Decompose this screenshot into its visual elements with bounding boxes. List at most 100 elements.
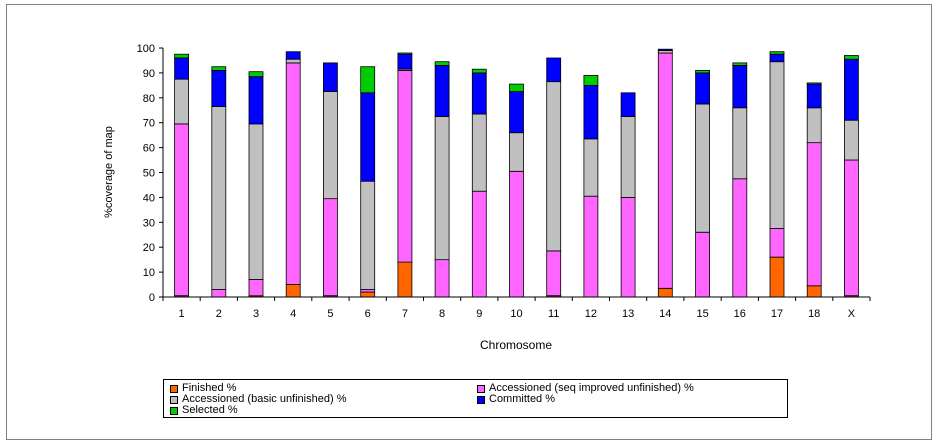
legend-label-selected: Selected % — [182, 404, 238, 416]
bar-segment-11-s1 — [546, 250, 562, 297]
y-tick-label: 30 — [143, 217, 155, 229]
bar-segment-12-s3 — [583, 84, 599, 140]
bar-segment-X-s3 — [844, 58, 859, 121]
bar-segment-17-s3 — [769, 53, 785, 63]
x-tick-label: 5 — [327, 308, 333, 320]
legend-label-finished: Finished % — [182, 382, 237, 394]
bar-segment-X-s4 — [844, 55, 859, 60]
x-tick-label: 16 — [734, 308, 746, 320]
bar-segment-12-s2 — [583, 138, 599, 197]
bar-segment-8-s1 — [434, 259, 450, 298]
y-tick-label: 0 — [149, 292, 155, 304]
bar-segment-18-s0 — [806, 285, 822, 298]
x-tick-label: 15 — [696, 308, 708, 320]
legend-item-committed: Committed % — [477, 394, 555, 405]
bar-segment-16-s4 — [732, 62, 748, 66]
bar-segment-10-s1 — [509, 170, 524, 298]
bar-segment-12-s4 — [583, 75, 599, 86]
bar-segment-10-s3 — [509, 91, 524, 134]
x-tick-label: 17 — [771, 308, 783, 320]
bar-segment-15-s1 — [695, 231, 710, 298]
x-tick-label: 2 — [216, 308, 222, 320]
x-tick-label: 18 — [808, 308, 820, 320]
y-axis-label: %coverage of map — [103, 126, 115, 218]
bar-segment-1-s1 — [174, 123, 190, 297]
bar-segment-6-s4 — [360, 66, 376, 94]
y-tick-label: 50 — [143, 168, 155, 180]
y-tick-label: 10 — [143, 267, 155, 279]
bar-segment-15-s4 — [695, 70, 710, 74]
legend: Finished % Accessioned (seq improved unf… — [163, 379, 788, 418]
bar-segment-4-s1 — [285, 62, 301, 285]
bar-segment-X-s1 — [844, 159, 859, 297]
x-tick-label: 6 — [365, 308, 371, 320]
bar-segment-13-s2 — [620, 116, 636, 198]
bar-segment-5-s2 — [322, 91, 338, 200]
x-tick-label: 9 — [476, 308, 482, 320]
bar-segment-2-s1 — [211, 289, 227, 298]
legend-item-basic-unfinished: Accessioned (basic unfinished) % — [170, 394, 346, 405]
bar-segment-3-s1 — [248, 279, 264, 297]
bar-segment-14-s1 — [657, 52, 673, 289]
bar-segment-5-s1 — [322, 198, 338, 297]
y-tick-label: 70 — [143, 118, 155, 130]
y-tick-label: 100 — [137, 43, 155, 55]
bar-segment-1-s4 — [174, 53, 190, 59]
bar-segment-9-s3 — [471, 72, 487, 115]
bar-segment-16-s2 — [732, 107, 748, 180]
bar-segment-1-s2 — [174, 78, 190, 125]
y-tick-label: 80 — [143, 93, 155, 105]
bar-segment-2-s2 — [211, 106, 227, 290]
bar-segment-X-s2 — [844, 119, 859, 161]
legend-item-finished: Finished % — [170, 383, 236, 394]
bar-segment-12-s1 — [583, 195, 599, 298]
y-tick-label: 20 — [143, 242, 155, 254]
bar-segment-13-s1 — [620, 196, 636, 298]
bar-segment-4-s3 — [285, 51, 301, 60]
bar-segment-16-s1 — [732, 178, 748, 298]
bar-segment-6-s2 — [360, 180, 376, 290]
x-tick-label: 14 — [659, 308, 671, 320]
x-tick-label: 4 — [290, 308, 296, 320]
legend-swatch-basic-unfinished — [170, 395, 178, 404]
bar-segment-18-s2 — [806, 107, 822, 144]
legend-label-basic-unfinished: Accessioned (basic unfinished) % — [182, 393, 347, 405]
x-tick-label: 3 — [253, 308, 259, 320]
bar-segment-3-s2 — [248, 123, 264, 280]
bar-segment-2-s3 — [211, 70, 227, 107]
legend-label-seq-improved: Accessioned (seq improved unfinished) % — [489, 382, 694, 394]
bar-segment-14-s3 — [657, 48, 673, 51]
x-tick-label: 7 — [402, 308, 408, 320]
bar-segment-8-s3 — [434, 65, 450, 117]
bar-segment-7-s3 — [397, 53, 413, 70]
bar-segment-10-s4 — [509, 83, 524, 92]
bar-segment-15-s3 — [695, 72, 710, 105]
bar-segment-9-s1 — [471, 190, 487, 298]
x-tick-label: 10 — [510, 308, 522, 320]
y-tick-label: 40 — [143, 192, 155, 204]
x-tick-label: X — [848, 308, 856, 320]
bar-segment-10-s2 — [509, 132, 524, 172]
bar-segment-11-s3 — [546, 57, 562, 83]
bar-segment-8-s2 — [434, 116, 450, 261]
bar-segment-18-s4 — [806, 82, 822, 85]
x-tick-label: 12 — [585, 308, 597, 320]
bar-segment-2-s4 — [211, 66, 227, 71]
bar-segment-1-s3 — [174, 57, 190, 80]
bar-segment-6-s0 — [360, 291, 376, 298]
bar-segment-8-s4 — [434, 61, 450, 66]
bar-segment-11-s2 — [546, 81, 562, 252]
legend-swatch-committed — [477, 395, 485, 404]
bar-segment-3-s3 — [248, 76, 264, 125]
y-tick-label: 60 — [143, 143, 155, 155]
x-tick-label: 8 — [439, 308, 445, 320]
bar-segment-14-s2 — [657, 50, 673, 54]
bar-segment-14-s0 — [657, 287, 673, 298]
legend-swatch-finished — [170, 384, 178, 393]
bar-segment-13-s3 — [620, 92, 636, 117]
bar-segment-18-s1 — [806, 142, 822, 287]
x-tick-label: 1 — [179, 308, 185, 320]
bar-segment-17-s0 — [769, 256, 785, 298]
legend-item-seq-improved: Accessioned (seq improved unfinished) % — [477, 383, 694, 394]
